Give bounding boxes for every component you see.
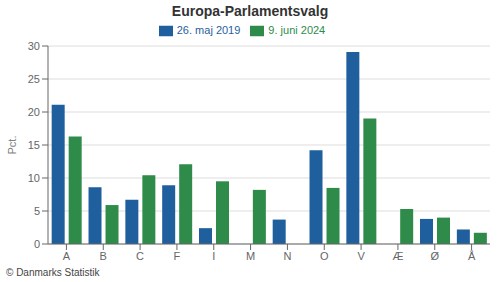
svg-text:F: F xyxy=(174,250,181,262)
svg-text:0: 0 xyxy=(34,238,40,250)
svg-text:15: 15 xyxy=(28,139,40,151)
svg-text:C: C xyxy=(136,250,144,262)
svg-text:N: N xyxy=(283,250,291,262)
svg-text:B: B xyxy=(100,250,107,262)
svg-text:Æ: Æ xyxy=(392,250,403,262)
svg-text:I: I xyxy=(212,250,215,262)
html-text:Europa-Parlamentsvalg: Europa-Parlamentsvalg xyxy=(171,3,329,19)
svg-text:M: M xyxy=(246,250,255,262)
svg-text:A: A xyxy=(63,250,71,262)
svg-text:V: V xyxy=(357,250,365,262)
svg-text:10: 10 xyxy=(28,172,40,184)
svg-text:30: 30 xyxy=(28,40,40,52)
svg-text:Å: Å xyxy=(468,250,476,262)
svg-text:20: 20 xyxy=(28,106,40,118)
svg-text:5: 5 xyxy=(34,205,40,217)
svg-text:25: 25 xyxy=(28,73,40,85)
html-text:26. maj 2019: 26. maj 2019 xyxy=(176,24,241,36)
html-text:9. juni 2024: 9. juni 2024 xyxy=(268,24,326,36)
svg-text:Ø: Ø xyxy=(430,250,439,262)
svg-text:Pct.: Pct. xyxy=(8,136,18,155)
svg-text:O: O xyxy=(320,250,329,262)
html-text:© Danmarks Statistik: © Danmarks Statistik xyxy=(6,267,100,278)
